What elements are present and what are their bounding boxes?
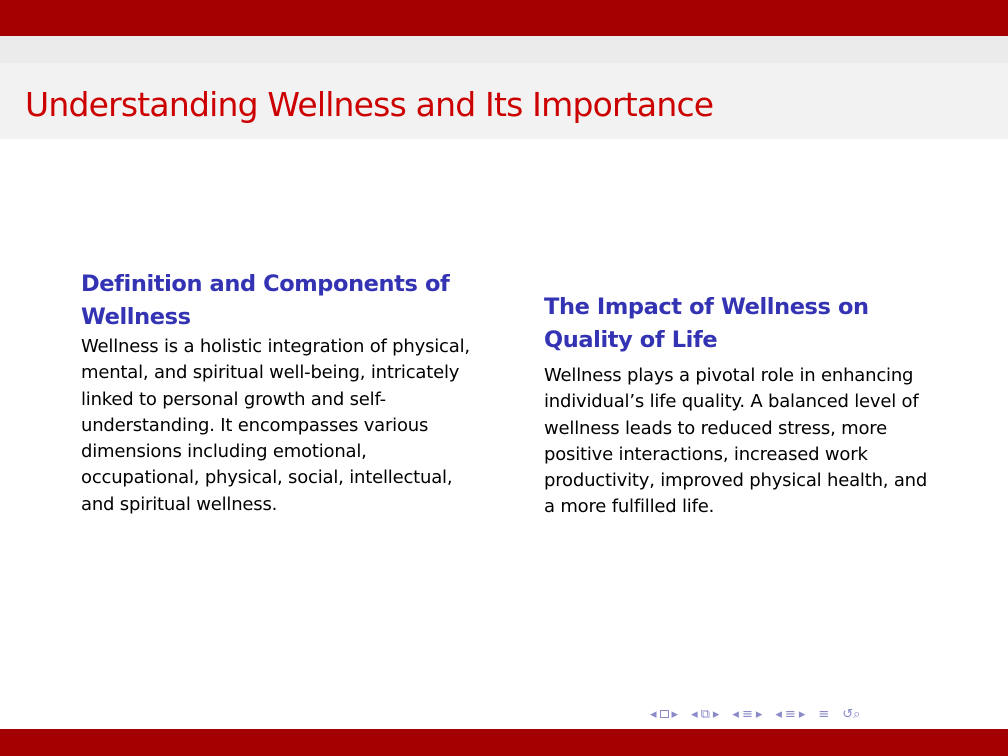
navigation-controls: ◂ ▸ ◂ ⧉ ▸ ◂ ≡ ▸ ◂ ≡ ▸ ≡ ↺⌕ — [650, 703, 1000, 725]
section-icon[interactable]: ≡ — [784, 706, 796, 722]
footer-bar — [0, 729, 1008, 756]
definition-block-title: Definition and Components of Wellness — [81, 271, 450, 330]
definition-block: Definition and Components of Wellness We… — [81, 268, 481, 518]
definition-block-body: Wellness is a holistic integration of ph… — [81, 336, 470, 515]
document-nav: ◂ ≡ ▸ — [775, 708, 805, 721]
section-icon[interactable]: ≡ — [741, 706, 753, 722]
arrow-left-icon[interactable]: ◂ — [691, 706, 698, 722]
search-icon[interactable]: ↺⌕ — [842, 706, 861, 722]
impact-block: The Impact of Wellness on Quality of Lif… — [544, 291, 934, 521]
arrow-right-icon[interactable]: ▸ — [712, 706, 720, 722]
align-icon[interactable]: ≡ — [818, 706, 830, 722]
section-nav: ◂ ≡ ▸ — [732, 708, 762, 721]
header-strip — [0, 36, 1008, 63]
arrow-right-icon[interactable]: ▸ — [671, 706, 679, 722]
arrow-right-icon[interactable]: ▸ — [755, 706, 763, 722]
header-bar — [0, 0, 1008, 36]
impact-block-body: Wellness plays a pivotal role in enhanci… — [544, 365, 928, 518]
arrow-right-icon[interactable]: ▸ — [798, 706, 806, 722]
frame-nav: ◂ ▸ — [650, 708, 678, 721]
arrow-left-icon[interactable]: ◂ — [775, 706, 782, 722]
arrow-left-icon[interactable]: ◂ — [650, 706, 657, 722]
impact-block-title: The Impact of Wellness on Quality of Lif… — [544, 294, 869, 353]
subsection-icon[interactable]: ⧉ — [700, 706, 710, 722]
arrow-left-icon[interactable]: ◂ — [732, 706, 739, 722]
title-band — [0, 63, 1008, 139]
slide-title: Understanding Wellness and Its Importanc… — [25, 85, 714, 124]
subsection-nav: ◂ ⧉ ▸ — [691, 708, 719, 721]
frame-icon[interactable] — [659, 710, 669, 718]
